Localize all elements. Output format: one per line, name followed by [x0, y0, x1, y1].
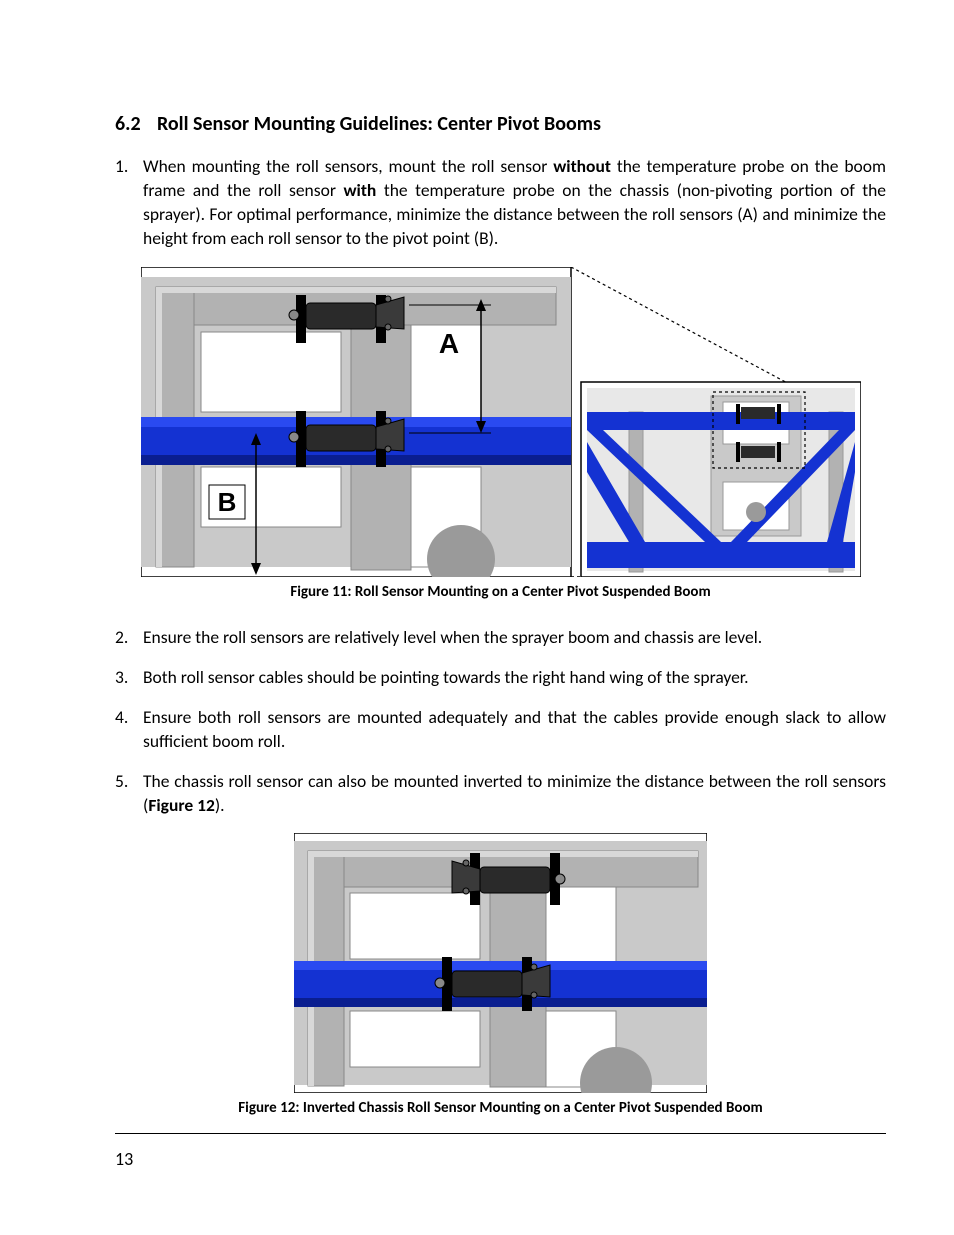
item-number: 4.: [115, 705, 143, 753]
list-item: 4. Ensure both roll sensors are mounted …: [115, 705, 886, 753]
section-title: Roll Sensor Mounting Guidelines: Center …: [157, 112, 601, 136]
list-item: 3. Both roll sensor cables should be poi…: [115, 665, 886, 689]
list-item: 5. The chassis roll sensor can also be m…: [115, 769, 886, 817]
item-text: Ensure the roll sensors are relatively l…: [143, 625, 886, 649]
item-number: 5.: [115, 769, 143, 817]
figure-11-caption: Figure 11: Roll Sensor Mounting on a Cen…: [115, 583, 886, 601]
list-item: 1. When mounting the roll sensors, mount…: [115, 154, 886, 251]
item-text: When mounting the roll sensors, mount th…: [143, 154, 886, 251]
section-number: 6.2: [115, 112, 157, 136]
page-number: 13: [115, 1148, 133, 1170]
footer-rule: [115, 1133, 886, 1134]
item-text: The chassis roll sensor can also be moun…: [143, 769, 886, 817]
item-text: Ensure both roll sensors are mounted ade…: [143, 705, 886, 753]
item-number: 3.: [115, 665, 143, 689]
figure-11: A B: [141, 267, 861, 577]
section-heading: 6.2 Roll Sensor Mounting Guidelines: Cen…: [115, 112, 886, 136]
list-item: 2. Ensure the roll sensors are relativel…: [115, 625, 886, 649]
figure-12: [294, 833, 707, 1093]
item-number: 2.: [115, 625, 143, 649]
figure-12-caption: Figure 12: Inverted Chassis Roll Sensor …: [115, 1099, 886, 1117]
item-number: 1.: [115, 154, 143, 251]
label-b: B: [217, 487, 236, 517]
item-text: Both roll sensor cables should be pointi…: [143, 665, 886, 689]
label-a: A: [438, 328, 458, 359]
